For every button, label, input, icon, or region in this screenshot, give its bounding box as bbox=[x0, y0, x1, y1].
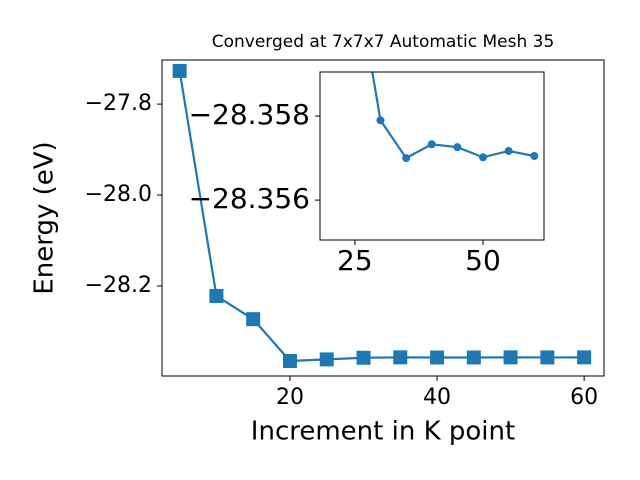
marker bbox=[427, 140, 436, 149]
marker bbox=[430, 350, 445, 365]
marker bbox=[376, 116, 385, 125]
x-tick-label: 40 bbox=[423, 385, 451, 410]
series-line bbox=[371, 72, 535, 160]
marker bbox=[282, 353, 297, 368]
marker bbox=[504, 146, 513, 155]
marker bbox=[246, 312, 261, 327]
marker bbox=[356, 350, 371, 365]
plot-area bbox=[320, 72, 544, 240]
marker bbox=[503, 350, 518, 365]
marker bbox=[530, 152, 539, 160]
marker bbox=[172, 63, 187, 78]
y-tick-label: −28.2 bbox=[85, 273, 152, 298]
y-axis-label: Energy (eV) bbox=[30, 141, 60, 294]
y-tick-label: −28.358 bbox=[189, 98, 310, 131]
x-tick-label: 50 bbox=[465, 244, 501, 277]
marker bbox=[479, 153, 488, 162]
marker bbox=[319, 352, 334, 367]
marker bbox=[209, 288, 224, 303]
series-group bbox=[371, 72, 539, 163]
x-axis-label: Increment in K point bbox=[251, 417, 515, 447]
y-tick-label: −27.8 bbox=[85, 91, 152, 116]
x-tick-label: 60 bbox=[570, 385, 598, 410]
axes-frame bbox=[319, 71, 545, 241]
x-tick-label: 25 bbox=[337, 244, 373, 277]
y-tick-label: −28.0 bbox=[85, 182, 152, 207]
marker bbox=[540, 350, 555, 365]
marker bbox=[466, 350, 481, 365]
marker bbox=[453, 143, 462, 152]
x-tick-label: 20 bbox=[276, 385, 304, 410]
series-group bbox=[172, 63, 592, 368]
marker bbox=[402, 154, 411, 163]
marker bbox=[393, 350, 408, 365]
marker bbox=[577, 350, 592, 365]
y-tick-label: −28.356 bbox=[189, 182, 310, 215]
axes-frame bbox=[161, 59, 605, 377]
chart-title: Converged at 7x7x7 Automatic Mesh 35 bbox=[212, 32, 555, 52]
